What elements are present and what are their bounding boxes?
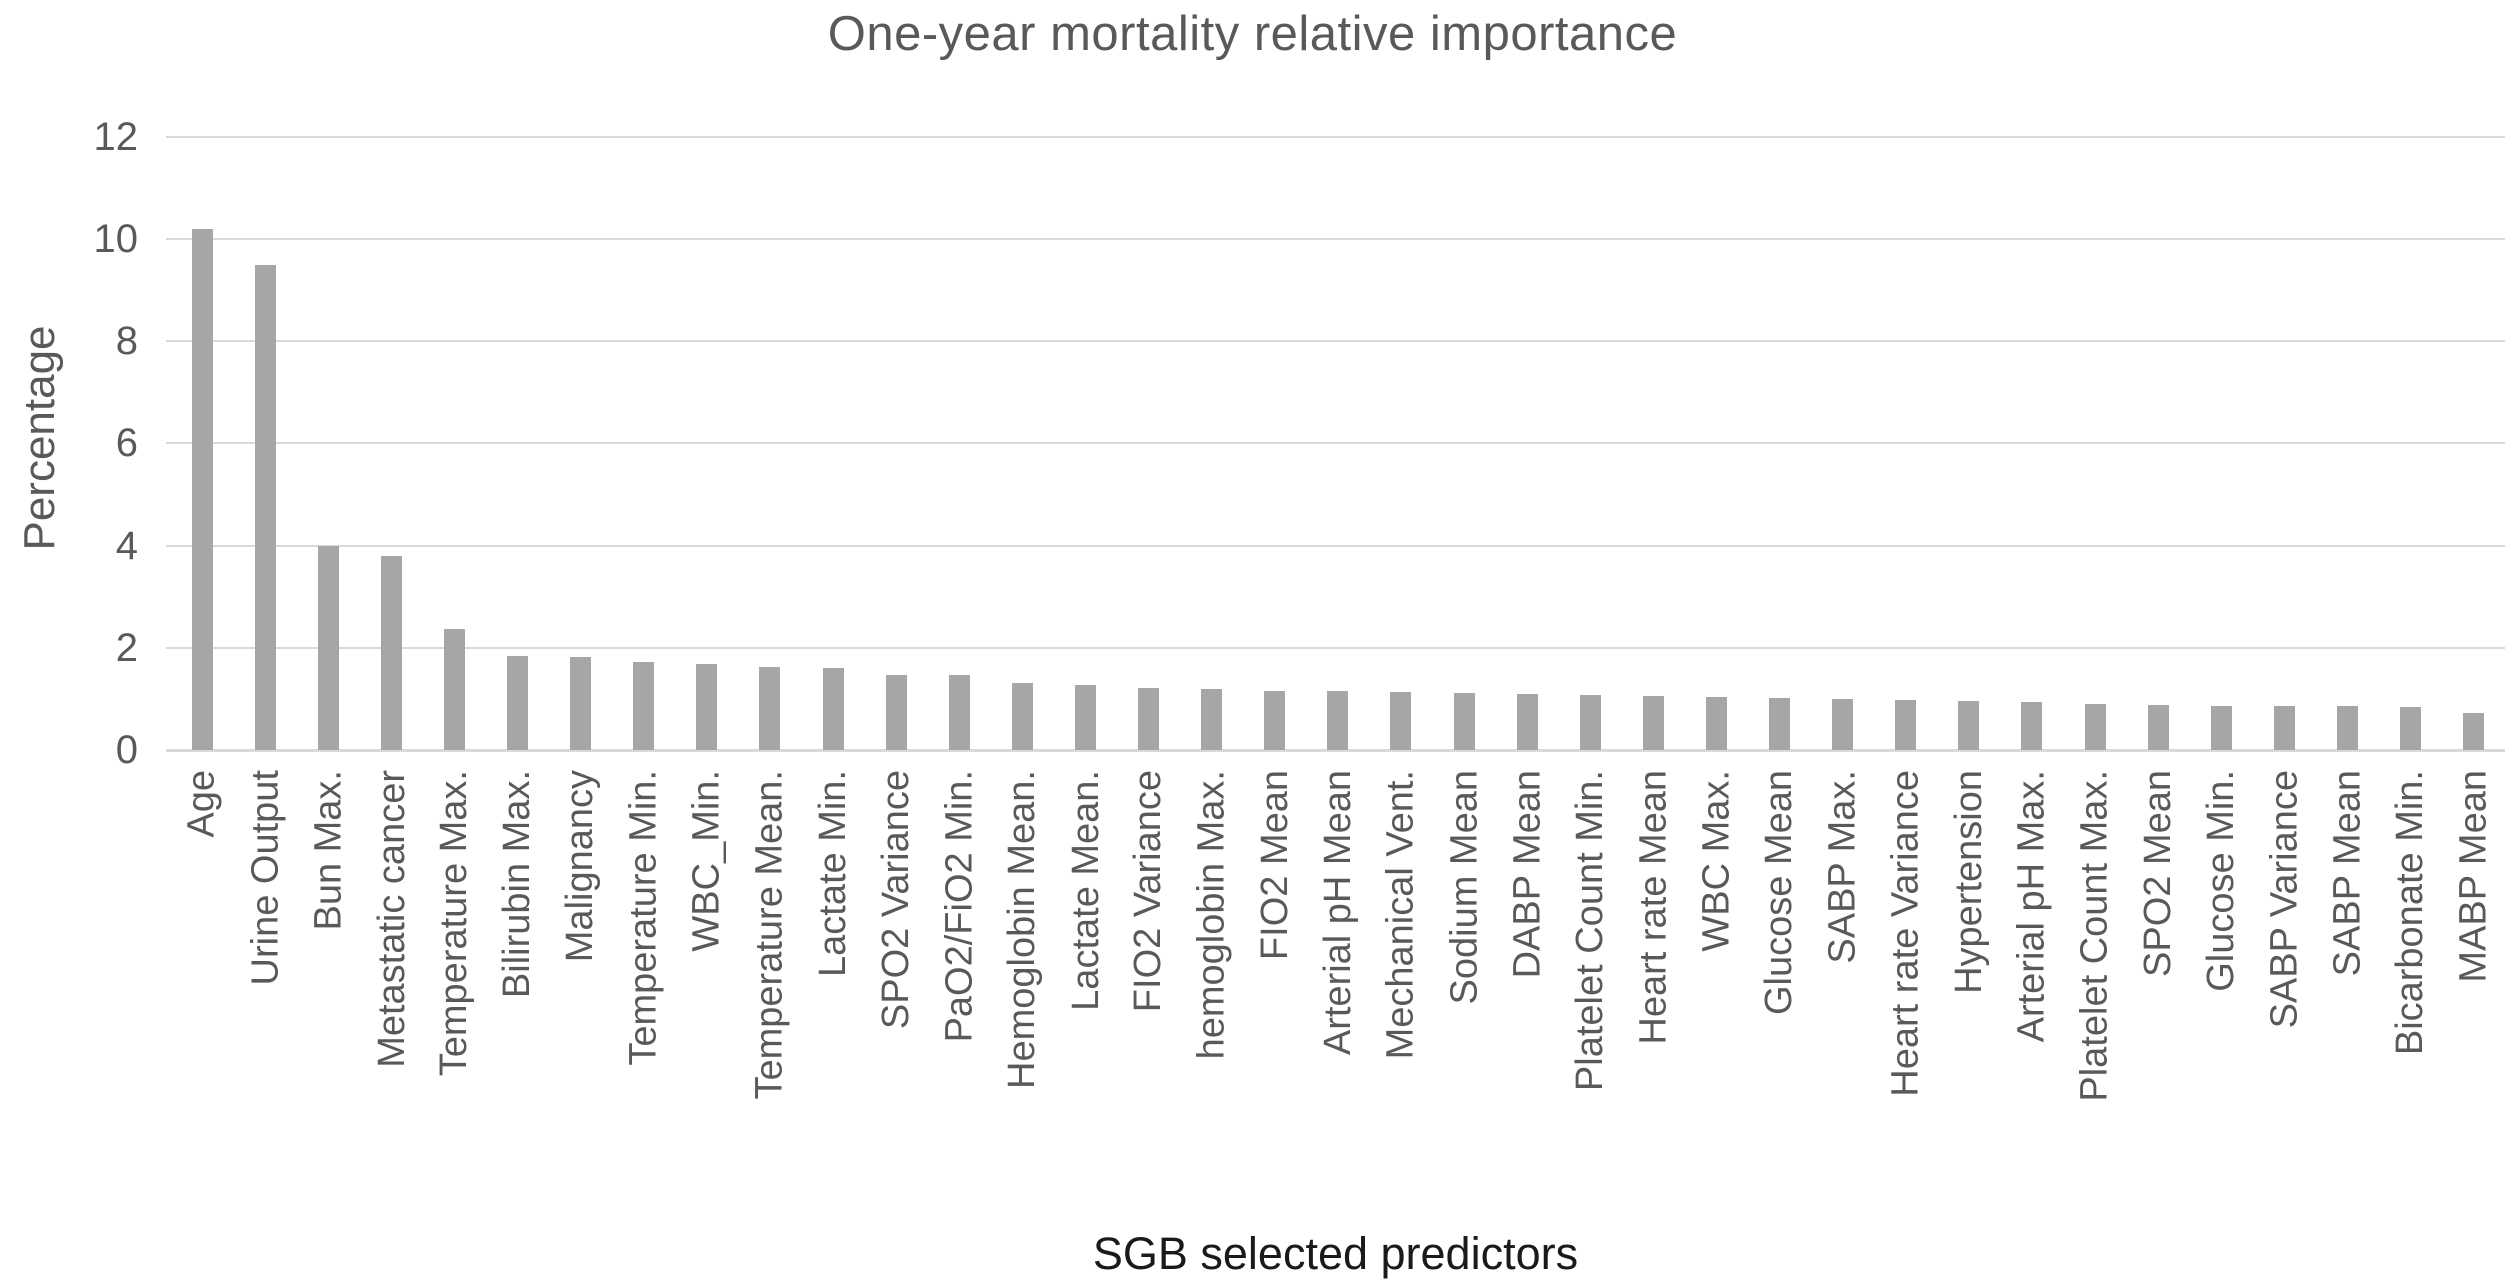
x-tick-label: WBC_Min. (685, 770, 728, 952)
bar (507, 656, 528, 750)
bar (443, 628, 465, 750)
x-tick-label: Age (181, 770, 223, 838)
x-tick-label: Bilirubin Max. (496, 770, 539, 999)
bar (254, 264, 276, 750)
gridline (166, 442, 2505, 445)
bar (2147, 705, 2169, 750)
x-tick-label: Platelet Count Min. (1569, 770, 1612, 1092)
x-tick-label: SPO2 Variance (875, 770, 918, 1030)
x-tick-label: FIO2 Mean (1253, 770, 1296, 961)
bar (380, 555, 402, 750)
x-axis-baseline (166, 749, 2505, 752)
x-tick-label: FIO2 Variance (1127, 770, 1170, 1013)
gridline (166, 646, 2505, 649)
y-tick-label: 0 (115, 728, 138, 772)
bar (2463, 713, 2485, 750)
x-tick-label: Glucose Mean (1758, 770, 1801, 1016)
bar (696, 664, 718, 750)
x-tick-label: Sodium Mean (1443, 770, 1485, 1005)
gridline (166, 238, 2505, 240)
bar (822, 668, 844, 750)
bar (1832, 698, 1854, 750)
bar (948, 675, 970, 750)
bar (1264, 690, 1286, 750)
x-axis-title: SGB selected predictors (1092, 1228, 1579, 1279)
bar (1011, 682, 1033, 750)
bar (1074, 685, 1096, 750)
bar (633, 662, 655, 750)
x-tick-label: Urine Output (244, 770, 287, 986)
x-tick-label: Bun Max. (307, 770, 350, 931)
x-tick-label: hemoglobin Max. (1190, 770, 1233, 1060)
bar (191, 228, 213, 750)
x-tick-label: Bicarbonate Min. (2389, 770, 2432, 1056)
x-tick-label: Metastatic cancer (370, 770, 413, 1068)
x-tick-label: Hypertension (1947, 770, 1990, 994)
x-tick-label: Arterial pH Max. (2010, 770, 2053, 1043)
bar (1138, 687, 1159, 750)
bar (1958, 701, 1980, 750)
gridline (166, 340, 2505, 343)
x-tick-label: PaO2/FiO2 Min. (938, 770, 981, 1043)
bar (2336, 706, 2358, 750)
bar (2084, 704, 2106, 750)
bar (1453, 692, 1475, 750)
bar (570, 656, 592, 750)
x-tick-label: Heart rate Mean (1632, 770, 1675, 1045)
bar (1895, 700, 1917, 750)
x-tick-label: SABP Variance (2263, 770, 2306, 1029)
x-tick-label: MABP Mean (2452, 770, 2495, 983)
bar (2210, 705, 2232, 750)
bar (2021, 702, 2043, 750)
y-tick-label: 10 (93, 217, 139, 261)
x-tick-label: Glucose Min. (2200, 770, 2243, 992)
x-tick-label: Temperature Max. (433, 770, 476, 1077)
bar (1579, 694, 1601, 750)
bar (759, 667, 781, 750)
x-tick-label: SPO2 Mean (2137, 770, 2180, 977)
x-tick-label: Hemoglobin Mean. (1001, 770, 1044, 1089)
bar (1327, 691, 1349, 750)
bar (885, 674, 907, 750)
y-tick-label: 6 (115, 421, 138, 466)
x-tick-label: Heart rate Variance (1884, 770, 1927, 1097)
x-tick-label: Platelet Count Max. (2074, 770, 2116, 1102)
x-tick-label: Arterial pH Mean (1316, 770, 1359, 1056)
x-tick-label: DABP Mean (1506, 770, 1549, 979)
x-tick-label: SABP Max. (1821, 770, 1864, 964)
bar (317, 545, 339, 750)
x-tick-label: Mechanical Vent. (1379, 770, 1422, 1060)
bar (1769, 698, 1790, 750)
y-tick-label: 4 (115, 523, 138, 568)
y-tick-label: 8 (115, 319, 138, 364)
bar (1390, 692, 1412, 750)
y-tick-label: 2 (115, 625, 138, 670)
x-tick-label: Lactate Min. (812, 770, 854, 977)
x-tick-label: WBC Max. (1695, 770, 1738, 952)
bar (1642, 696, 1664, 750)
chart-title: One-year mortality relative importance (827, 7, 1678, 61)
gridline (166, 544, 2505, 547)
bar (1516, 693, 1538, 750)
bar (2273, 706, 2295, 750)
x-tick-label: Temperature Min. (622, 770, 665, 1066)
y-tick-label: 12 (93, 114, 139, 159)
bar (2400, 706, 2421, 750)
x-tick-label: Temperature Mean. (748, 770, 791, 1100)
bar (1705, 697, 1727, 750)
x-tick-label: Malignancy (559, 770, 602, 963)
x-tick-label: Lactate Mean. (1064, 770, 1107, 1011)
gridline (166, 135, 2505, 138)
bar (1201, 688, 1223, 750)
x-tick-label: SABP Mean (2326, 770, 2369, 977)
